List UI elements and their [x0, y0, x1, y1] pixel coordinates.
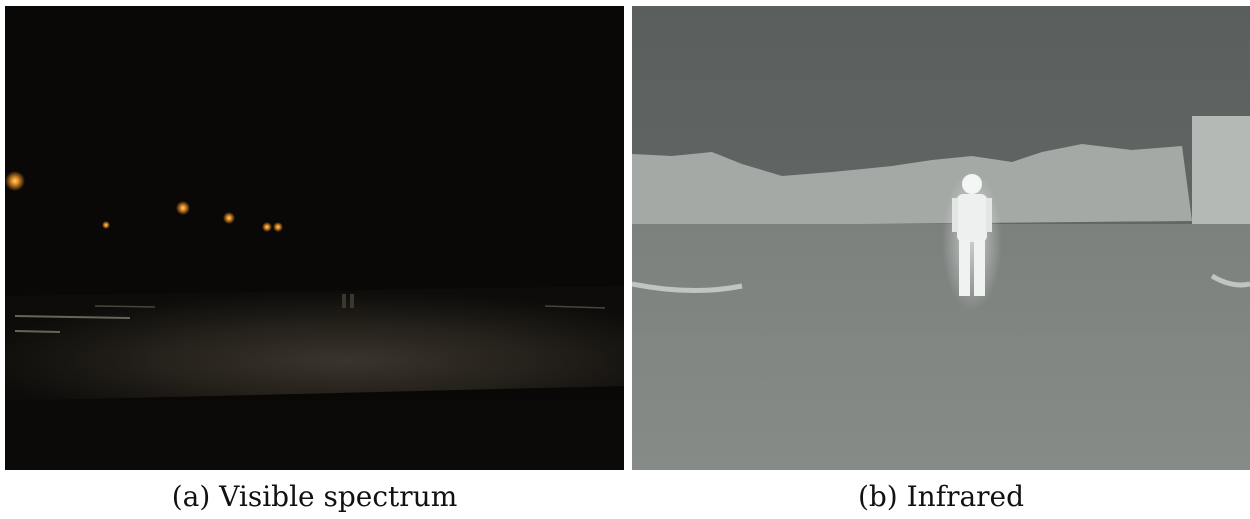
- building: [1192, 116, 1250, 226]
- street-lamp: [5, 171, 25, 191]
- parking-line: [94, 305, 156, 308]
- caption-infrared: (b) Infrared: [857, 480, 1025, 513]
- tree-line: [632, 144, 1192, 226]
- street-lamp: [102, 221, 110, 229]
- infrared-scene: [632, 6, 1250, 470]
- street-lamp: [273, 222, 283, 232]
- person-silhouette: [342, 294, 346, 308]
- street-lamp: [223, 212, 235, 224]
- curb: [1210, 273, 1250, 288]
- caption-visible-spectrum: (a) Visible spectrum: [171, 480, 458, 513]
- street-lamp: [176, 201, 190, 215]
- parking-line: [544, 305, 606, 309]
- person-heat-signature: [952, 174, 992, 296]
- street-lamp: [262, 222, 272, 232]
- parking-line: [14, 315, 131, 319]
- parking-line: [14, 330, 61, 333]
- visible-spectrum-scene: [5, 6, 624, 470]
- infrared-photo: [632, 6, 1250, 470]
- curb: [632, 281, 743, 294]
- visible-spectrum-photo: [5, 6, 624, 470]
